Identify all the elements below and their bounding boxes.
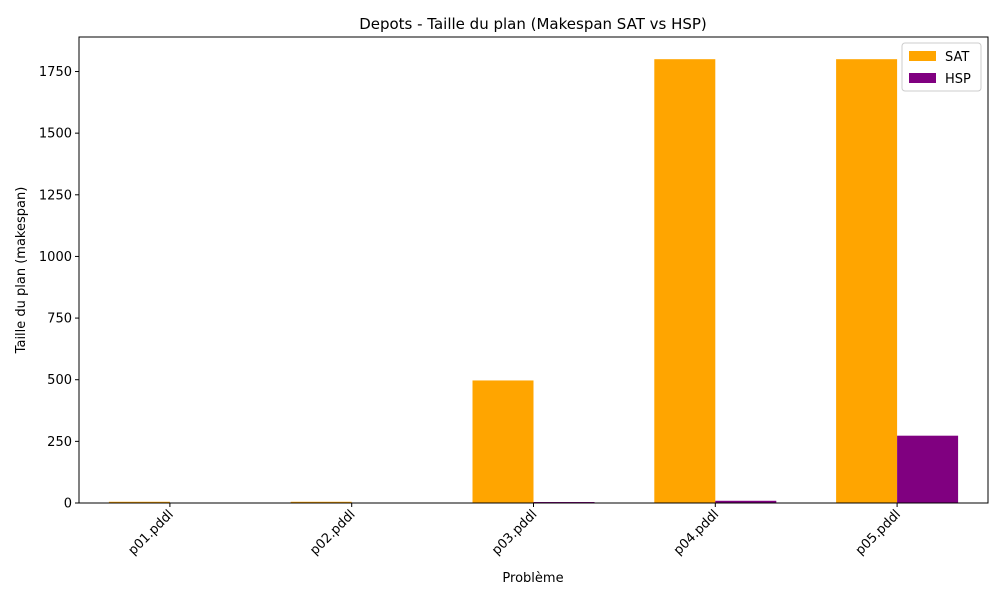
y-tick-label: 1000: [39, 250, 72, 265]
chart-title: Depots - Taille du plan (Makespan SAT vs…: [359, 15, 707, 33]
y-tick-label: 0: [64, 497, 72, 512]
bar-sat-5: [836, 59, 898, 503]
x-axis-label: Problème: [502, 571, 563, 586]
x-tick-label: p04.pddl: [671, 507, 722, 558]
x-tick-label: p05.pddl: [853, 507, 904, 558]
y-tick-label: 1250: [39, 188, 72, 203]
y-tick-label: 250: [47, 435, 72, 450]
y-axis: 0 250 500 750 1000 1250 1500 1750: [39, 65, 79, 512]
bar-sat-4: [654, 59, 716, 503]
x-tick-label: p03.pddl: [489, 507, 540, 558]
bar-sat-2: [290, 501, 352, 503]
bars-group: [108, 59, 959, 503]
bar-sat-3: [472, 380, 534, 503]
y-axis-label: Taille du plan (makespan): [14, 187, 29, 355]
y-tick-label: 1750: [39, 65, 72, 80]
y-tick-label: 500: [47, 373, 72, 388]
legend-label-hsp: HSP: [945, 72, 971, 87]
legend-swatch-hsp: [909, 73, 936, 83]
legend: SAT HSP: [901, 42, 982, 92]
x-axis: p01.pddl p02.pddl p03.pddl p04.pddl p05.pddl: [126, 503, 904, 558]
bar-sat-1: [108, 501, 170, 503]
legend-label-sat: SAT: [945, 50, 969, 65]
bar-hsp-5: [897, 435, 959, 503]
plot-frame: [78, 36, 989, 504]
x-tick-label: p01.pddl: [126, 507, 177, 558]
y-tick-label: 750: [47, 312, 72, 327]
bar-hsp-4: [715, 500, 777, 503]
y-tick-label: 1500: [39, 127, 72, 142]
legend-swatch-sat: [909, 51, 936, 61]
x-tick-label: p02.pddl: [307, 507, 358, 558]
